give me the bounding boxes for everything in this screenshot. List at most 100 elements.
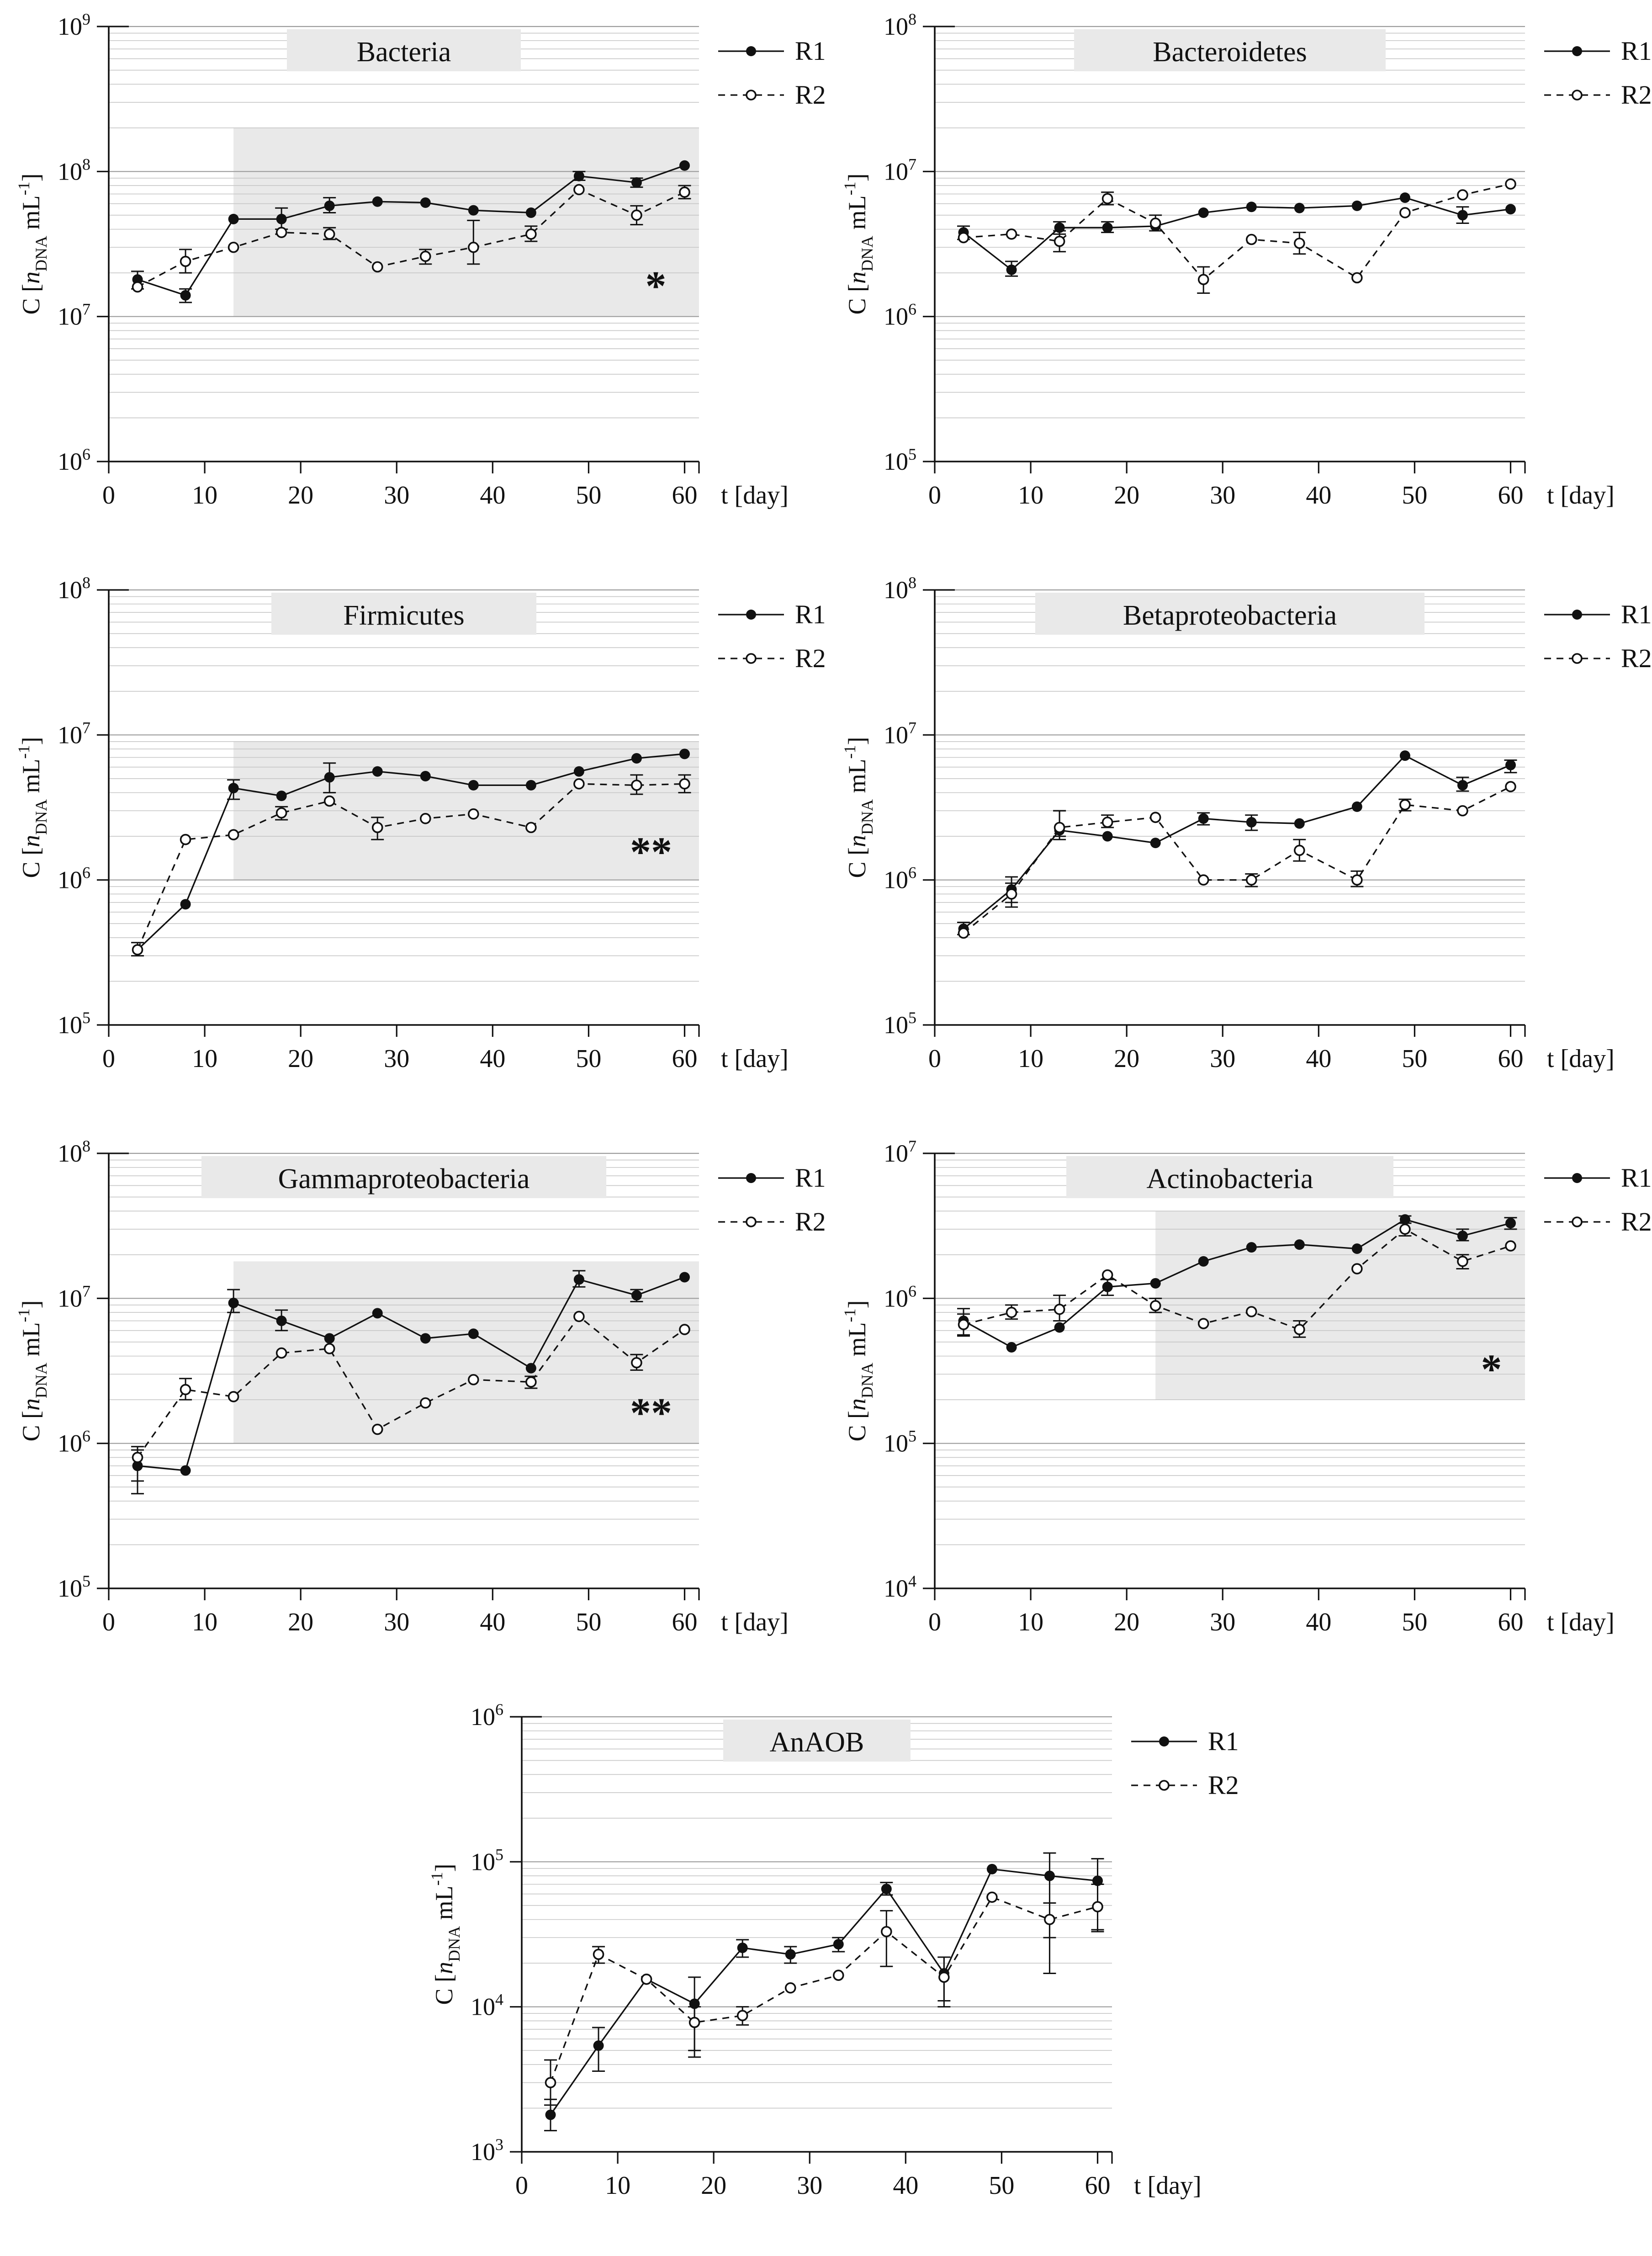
data-point-r1 <box>372 766 383 777</box>
x-tick-label: 50 <box>1402 1045 1427 1073</box>
data-point-r1 <box>468 205 479 216</box>
data-point-r2 <box>1149 812 1161 823</box>
data-point-r1 <box>1092 1875 1103 1886</box>
data-point-r1 <box>1351 801 1362 812</box>
data-point-r2 <box>419 1397 431 1409</box>
x-tick-label: 60 <box>1085 2171 1110 2200</box>
svg-text:Betaproteobacteria: Betaproteobacteria <box>1123 600 1337 631</box>
x-tick-label: 20 <box>288 481 313 510</box>
data-point-r1 <box>420 770 431 781</box>
data-point-r2 <box>1294 1324 1305 1335</box>
series-line-r1 <box>550 1868 1098 2115</box>
data-point-r1 <box>545 2109 556 2120</box>
data-point-r2 <box>419 813 431 824</box>
legend-item-r1: R1 <box>1131 1726 1239 1756</box>
x-tick-label: 20 <box>1114 1045 1139 1073</box>
svg-text:Actinobacteria: Actinobacteria <box>1147 1163 1313 1194</box>
data-point-r1 <box>525 207 536 218</box>
axes: 103 104 105 106 0 10 20 30 40 50 60 t [day] <box>471 1700 1202 2200</box>
data-point-r2 <box>573 778 585 790</box>
data-point-r2 <box>832 1969 844 1981</box>
legend-marker-filled-circle-icon <box>1572 610 1582 620</box>
data-point-r1 <box>1505 1218 1516 1229</box>
chart-bacteroidetes: Bacteroidetes 105 106 107 108 0 10 20 30 40 50 60 t … <box>826 0 1652 563</box>
y-tick-label: 108 <box>884 10 916 40</box>
data-point-r2 <box>1101 817 1113 828</box>
x-axis-label: t [day] <box>1134 2171 1202 2200</box>
x-axis-label: t [day] <box>721 1045 789 1073</box>
y-tick-label: 106 <box>471 1700 503 1730</box>
legend-label: R2 <box>1621 1207 1652 1237</box>
y-tick-label: 108 <box>58 573 90 604</box>
axes: 105 106 107 108 0 10 20 30 40 50 60 t [day] <box>58 1137 789 1636</box>
x-tick-label: 0 <box>928 1608 941 1636</box>
data-point-r1 <box>468 780 479 791</box>
chart-svg-bacteria: Bacteria * 106 107 108 109 0 10 20 30 40 50 60 t [day… <box>15 10 826 510</box>
x-tick-label: 20 <box>288 1045 313 1073</box>
data-point-r2 <box>1149 218 1161 229</box>
data-point-r1 <box>525 1363 536 1374</box>
significance-shading <box>233 1261 699 1444</box>
data-point-r2 <box>958 232 969 244</box>
legend-label: R2 <box>795 643 826 673</box>
legend-item-r1: R1 <box>1544 1163 1652 1193</box>
y-tick-label: 107 <box>884 718 916 748</box>
chart-svg-actinobacteria: Actinobacteria * 104 105 106 107 0 10 20 30 40 50 60… <box>841 1137 1652 1636</box>
legend-item-r1: R1 <box>718 600 826 629</box>
x-tick-label: 0 <box>515 2171 528 2200</box>
x-tick-label: 60 <box>672 1608 697 1636</box>
data-point-r2 <box>1399 207 1411 218</box>
series-r2 <box>958 781 1516 939</box>
x-tick-label: 40 <box>1306 1045 1331 1073</box>
y-axis-label: C [nDNA mL-1] <box>841 1301 876 1442</box>
x-tick-label: 50 <box>1402 481 1427 510</box>
series-line-r1 <box>963 1218 1511 1348</box>
chart-bacteria: Bacteria * 106 107 108 109 0 10 20 30 40 50 60 t [day… <box>0 0 826 563</box>
data-point-r2 <box>180 255 191 267</box>
y-tick-label: 105 <box>58 1009 90 1039</box>
chart-title: Gammaproteobacteria <box>201 1156 606 1198</box>
data-point-r2 <box>1294 238 1305 249</box>
legend-marker-filled-circle-icon <box>746 1173 756 1183</box>
chart-title: Firmicutes <box>271 593 536 635</box>
legend-marker-open-circle-icon <box>746 90 757 101</box>
data-point-r1 <box>1102 1281 1113 1292</box>
x-tick-label: 20 <box>701 2171 726 2200</box>
gridlines <box>935 1152 1525 1545</box>
y-tick-label: 109 <box>58 10 90 40</box>
y-tick-label: 106 <box>58 445 90 475</box>
data-point-r1 <box>1054 1322 1065 1333</box>
series-line-r2 <box>550 1896 1098 2083</box>
gridlines <box>935 589 1525 982</box>
data-point-r2 <box>736 2010 748 2022</box>
axes: 106 107 108 109 0 10 20 30 40 50 60 t [day] <box>58 10 789 510</box>
data-point-r2 <box>1351 1263 1363 1274</box>
legend-marker-filled-circle-icon <box>746 610 756 620</box>
x-tick-label: 60 <box>672 481 697 510</box>
data-point-r1 <box>1198 207 1209 218</box>
data-point-r1 <box>1294 1239 1305 1250</box>
data-point-r1 <box>1198 1256 1209 1267</box>
data-point-r2 <box>958 927 969 939</box>
data-point-r1 <box>180 290 191 301</box>
data-point-r2 <box>1006 1306 1017 1318</box>
significance-stars: ** <box>630 1390 672 1436</box>
data-point-r1 <box>1044 1870 1055 1881</box>
legend-item-r2: R2 <box>1544 80 1652 110</box>
gridlines <box>935 26 1525 419</box>
data-point-r2 <box>573 184 585 196</box>
y-tick-label: 107 <box>884 1137 916 1167</box>
data-point-r2 <box>1149 1300 1161 1311</box>
data-point-r2 <box>275 807 287 819</box>
x-axis-label: t [day] <box>721 481 789 510</box>
y-tick-label: 103 <box>471 2135 503 2166</box>
data-point-r2 <box>468 241 479 253</box>
y-tick-label: 106 <box>58 1427 90 1457</box>
data-point-r2 <box>1044 1914 1055 1925</box>
series-r2 <box>132 184 691 293</box>
x-tick-label: 10 <box>605 2171 630 2200</box>
y-tick-label: 106 <box>884 300 916 330</box>
y-axis-label: C [nDNA mL-1] <box>841 737 876 878</box>
error-bar-r2 <box>880 1910 893 1967</box>
